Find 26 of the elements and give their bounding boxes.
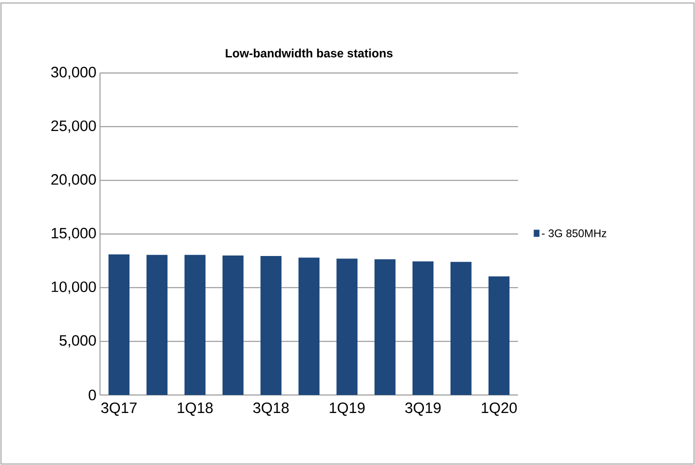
legend-label: - 3G 850MHz [542,229,606,238]
y-tick-label: 25,000 [51,120,96,133]
x-tick-label: 3Q19 [405,402,441,416]
bar [336,258,358,395]
bar [222,255,244,395]
chart-title: Low-bandwidth base stations [226,48,393,58]
bar [412,261,434,395]
bar [374,259,396,395]
x-tick-label: 1Q20 [482,402,517,416]
y-tick-label: 20,000 [51,174,96,187]
bar [108,254,130,395]
x-tick-label: 1Q19 [330,402,365,416]
bar [488,276,510,395]
x-tick-label: 3Q17 [101,402,137,416]
bar [260,256,282,395]
y-tick-label: 0 [88,390,96,400]
bar [146,254,168,395]
bar [450,262,472,395]
x-tick-label: 1Q18 [178,402,213,416]
bar [184,254,206,395]
y-tick-label: 30,000 [51,66,96,80]
bar [298,258,320,395]
y-tick-label: 5,000 [60,335,96,348]
x-tick-label: 3Q18 [253,402,289,416]
y-tick-label: 15,000 [52,228,96,240]
y-tick-label: 10,000 [52,281,96,294]
